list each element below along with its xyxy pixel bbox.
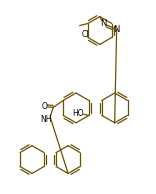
Text: NH: NH [41, 115, 52, 124]
Text: Cl: Cl [82, 30, 90, 39]
Text: N: N [113, 25, 120, 34]
Text: N: N [101, 19, 107, 28]
Text: HO: HO [72, 109, 84, 118]
Text: O: O [41, 102, 47, 111]
